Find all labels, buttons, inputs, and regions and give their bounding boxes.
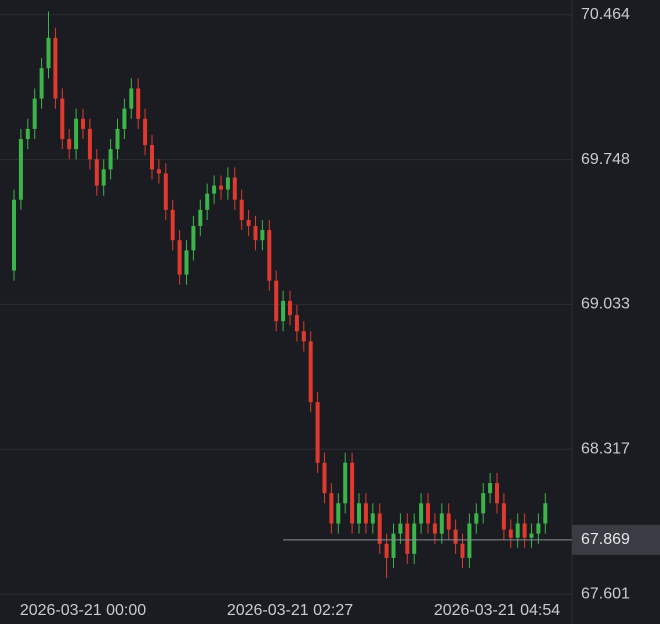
candle-body [94, 159, 99, 186]
last-price-box [572, 524, 660, 555]
candle-body [136, 88, 141, 119]
y-tick-label: 69.033 [581, 296, 630, 313]
candle-body [398, 523, 403, 534]
x-tick-label: 2026-03-21 02:27 [227, 602, 353, 619]
candle-body [377, 513, 382, 544]
candle-body [543, 503, 548, 524]
candle-body [288, 300, 292, 316]
candle-body [329, 493, 334, 524]
candle-body [46, 37, 51, 69]
candle-body [122, 108, 127, 129]
candle-body [163, 173, 168, 210]
candle-body [281, 300, 286, 322]
candle-body [501, 503, 506, 530]
candle-body [177, 240, 182, 275]
candle-body [232, 177, 237, 200]
candle-body [529, 533, 534, 538]
candle-body [225, 177, 230, 190]
candle-body [25, 128, 30, 140]
candle-body [150, 145, 154, 170]
candle-body [274, 280, 279, 322]
candle-body [246, 219, 251, 227]
candle-body [336, 503, 341, 524]
candle-body [81, 118, 85, 129]
candle-body [419, 503, 424, 524]
y-tick-label: 68.317 [581, 440, 630, 457]
candle-body [205, 193, 210, 210]
candle-body [453, 529, 458, 544]
candle-body [439, 513, 444, 534]
candle-body [212, 185, 217, 194]
candle-body [412, 523, 417, 554]
candle-body [357, 503, 361, 524]
candle-body [39, 68, 44, 99]
candle-body [432, 523, 437, 534]
candle-body [460, 543, 465, 558]
candle-body [405, 523, 410, 554]
candle-body [253, 226, 258, 241]
candle-body [191, 226, 196, 251]
candle-body [343, 462, 348, 504]
candle-body [101, 169, 106, 186]
candle-body [260, 230, 265, 241]
candle-body [315, 402, 320, 463]
candle-body [87, 128, 92, 160]
y-tick-label: 67.601 [581, 585, 630, 602]
candle-body [488, 483, 493, 494]
candle-body [508, 529, 513, 538]
candle-body [156, 169, 161, 174]
candle-body [481, 493, 486, 514]
candle-body [60, 98, 65, 140]
candle-body [495, 483, 499, 504]
candle-body [18, 139, 23, 200]
candle-body [446, 513, 451, 530]
candle-body [170, 209, 175, 241]
candle-body [219, 185, 223, 190]
candle-body [384, 543, 389, 558]
candle-body [467, 523, 472, 558]
candle-body [67, 139, 72, 150]
candle-body [53, 37, 58, 99]
candle-body [536, 523, 541, 534]
candle-body [426, 503, 430, 524]
candle-body [267, 230, 272, 281]
candle-body [198, 209, 203, 227]
x-tick-label: 2026-03-21 04:54 [434, 602, 560, 619]
candle-body [363, 503, 368, 524]
candle-body [391, 533, 396, 558]
candle-body [184, 250, 189, 275]
candle-body [474, 513, 479, 524]
candle-body [32, 98, 37, 129]
candle-body [12, 199, 16, 271]
candle-body [74, 118, 79, 150]
candle-body [143, 118, 148, 146]
candle-body [239, 199, 244, 220]
y-tick-label: 69.748 [581, 151, 630, 168]
candle-body [370, 513, 375, 524]
x-tick-label: 2026-03-21 00:00 [20, 602, 146, 619]
candle-body [322, 462, 327, 494]
candle-body [294, 315, 299, 332]
candle-body [350, 462, 355, 524]
candle-body [308, 341, 313, 403]
candle-body [515, 523, 520, 538]
candle-body [108, 149, 113, 170]
last-price-label: 67.869 [581, 531, 630, 548]
candle-body [301, 331, 306, 342]
candle-body [115, 128, 120, 150]
candle-body [522, 523, 527, 538]
y-tick-label: 70.464 [581, 6, 630, 23]
candle-body [129, 88, 134, 109]
